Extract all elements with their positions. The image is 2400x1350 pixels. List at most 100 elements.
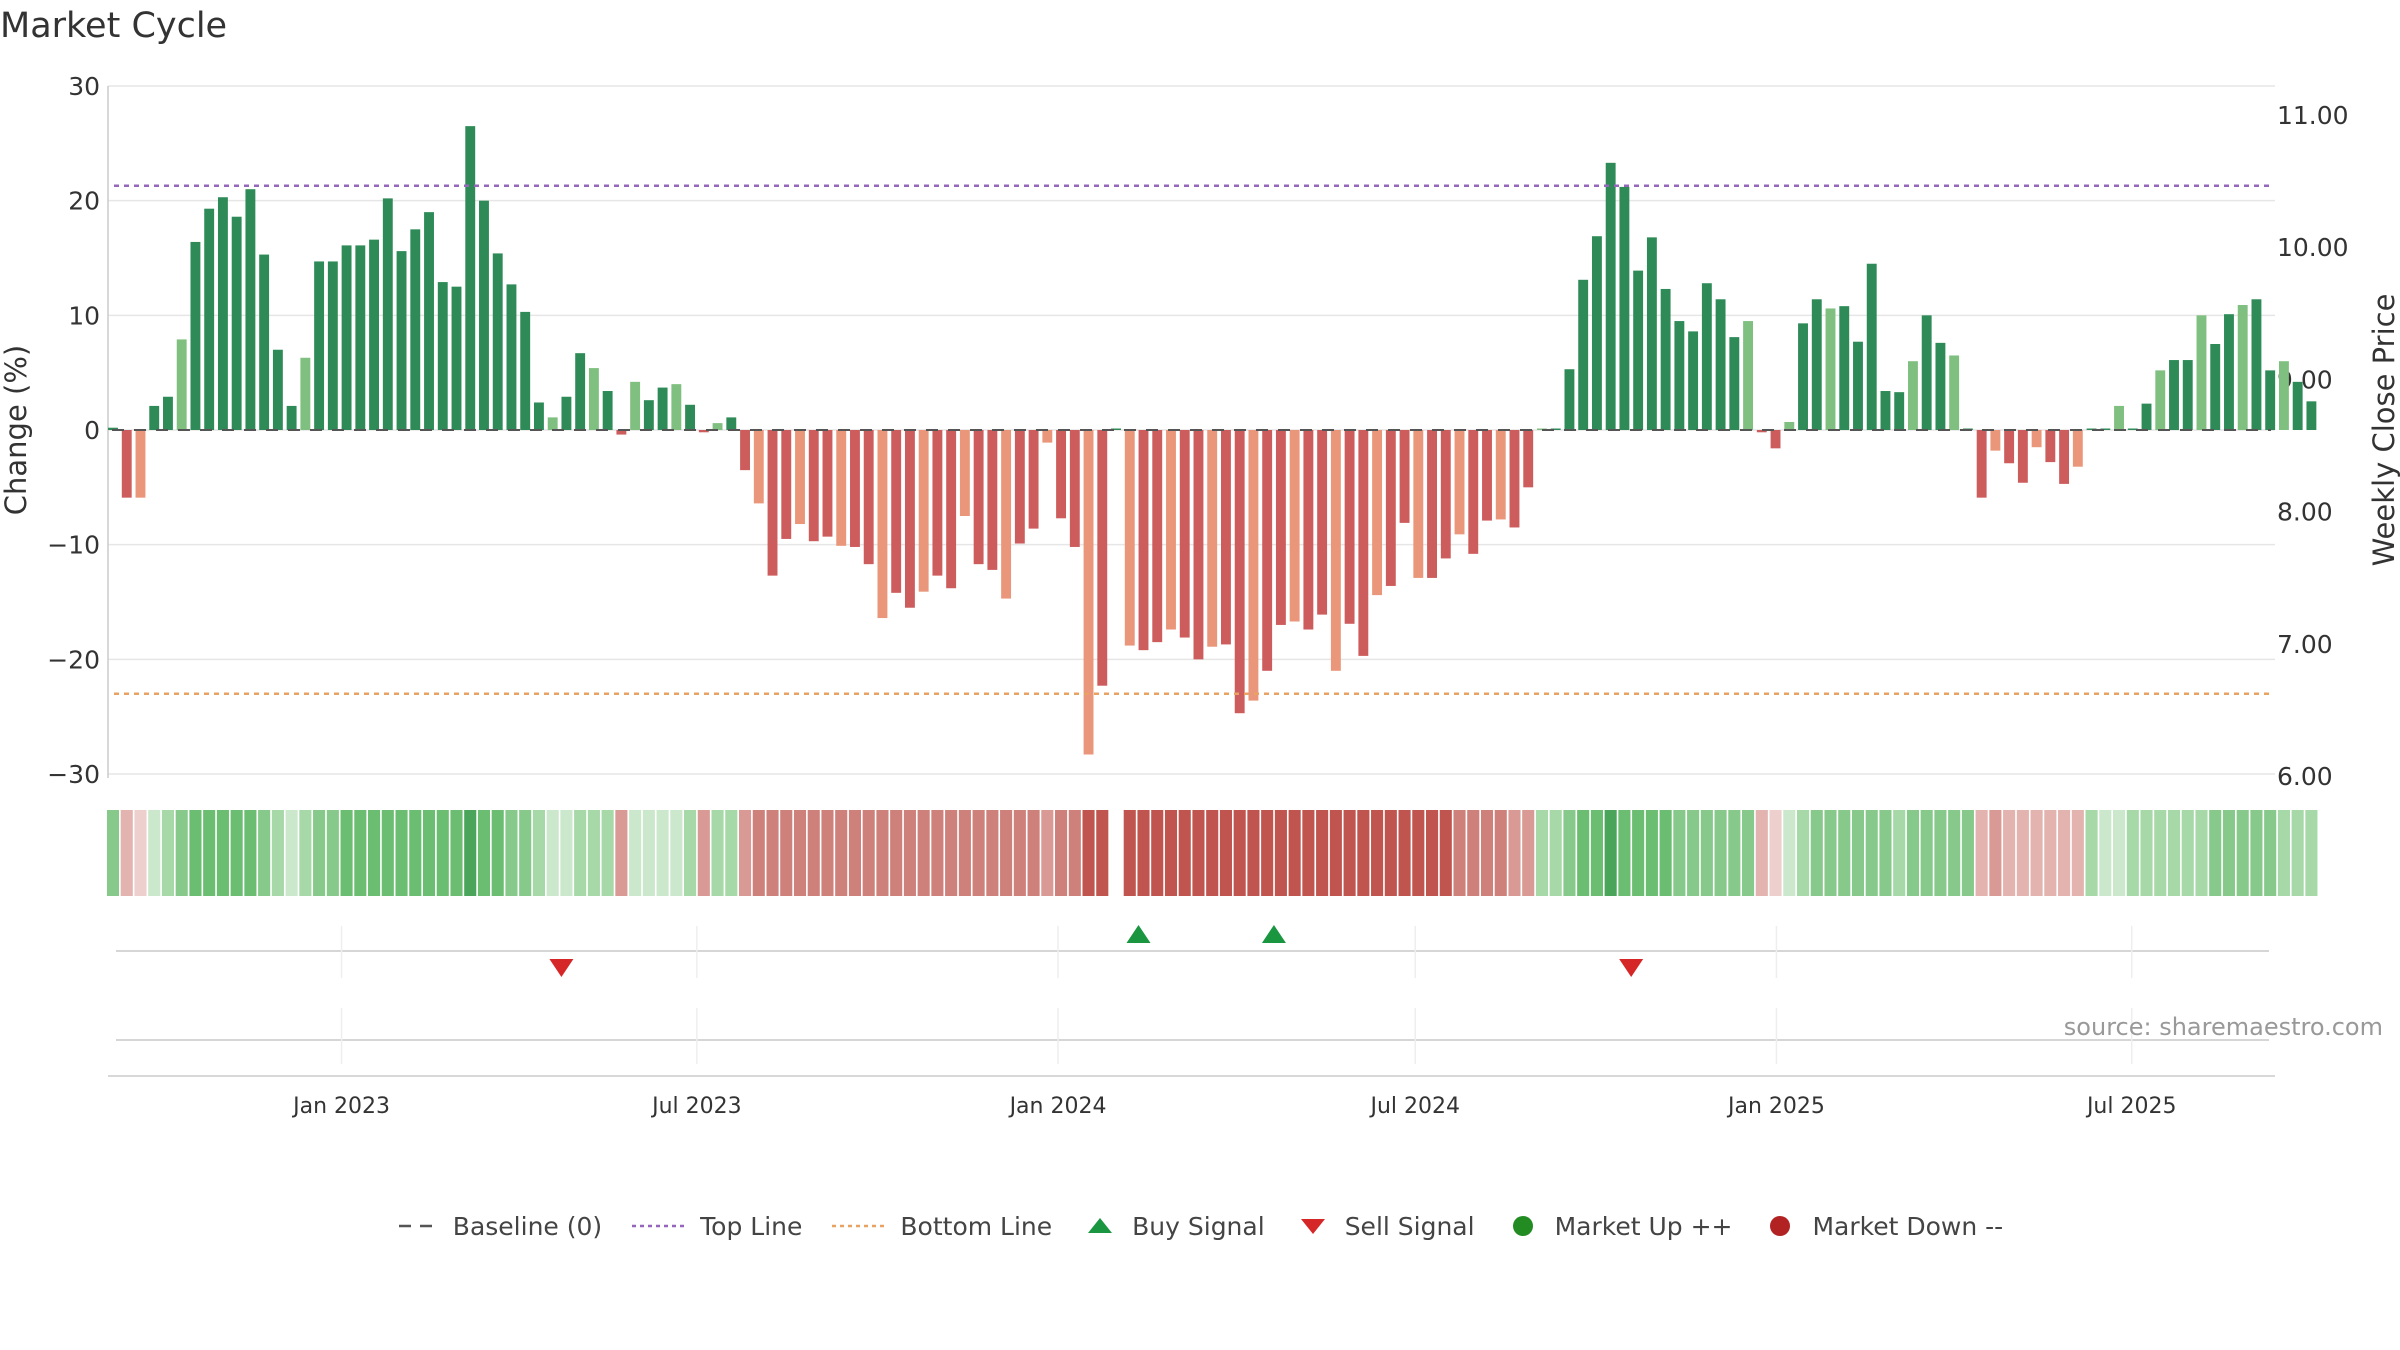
bar — [602, 391, 613, 430]
heat-cell — [1769, 810, 1782, 896]
legend-item[interactable]: Baseline (0) — [397, 1212, 602, 1241]
bar — [1399, 430, 1410, 523]
heat-cell — [299, 810, 312, 896]
heat-cell — [1590, 810, 1603, 896]
bar — [506, 284, 517, 430]
bar — [1894, 392, 1905, 430]
heat-cell — [422, 810, 436, 896]
bar — [1317, 430, 1328, 615]
green-dot-icon — [1512, 1216, 1533, 1236]
heat-cell — [1906, 810, 1919, 896]
heat-cell — [120, 810, 133, 896]
heat-cell — [2209, 810, 2222, 896]
heat-cell — [546, 810, 559, 896]
heat-cell — [697, 810, 710, 896]
legend-item[interactable]: Buy Signal — [1080, 1212, 1265, 1241]
heat-cell — [2071, 810, 2084, 896]
heat-cell — [1535, 810, 1549, 896]
heat-cell — [1000, 810, 1013, 896]
heat-cell — [2264, 810, 2277, 896]
bar — [1646, 237, 1657, 430]
heat-cell — [395, 810, 408, 896]
heat-cell — [1027, 810, 1040, 896]
heat-cell — [148, 810, 161, 896]
y2-tick-label: 11.00 — [2277, 101, 2349, 130]
legend-item[interactable]: Market Up ++ — [1503, 1212, 1732, 1241]
buy-signal-marker — [1261, 925, 1286, 943]
bar — [2045, 430, 2056, 463]
bar — [231, 216, 242, 430]
bar — [2278, 361, 2289, 430]
bar — [245, 189, 256, 430]
heat-cell — [2058, 810, 2071, 896]
bar — [698, 430, 709, 433]
heat-cell — [1055, 810, 1068, 896]
y2-tick-label: 6.00 — [2277, 762, 2333, 791]
heat-cell — [2305, 810, 2318, 896]
bar — [588, 368, 599, 430]
heat-cell — [230, 810, 243, 896]
heat-cell — [1975, 810, 1988, 896]
bar — [410, 229, 421, 430]
bar — [2237, 305, 2248, 430]
bar — [753, 430, 764, 504]
bar — [808, 430, 819, 542]
heat-cell — [134, 810, 147, 896]
heat-cell — [1838, 810, 1851, 896]
heat-cell — [560, 810, 573, 896]
bar — [1591, 236, 1602, 430]
bar — [946, 430, 957, 589]
heat-cell — [1068, 810, 1081, 896]
heat-cell — [2154, 810, 2167, 896]
bar — [2182, 360, 2193, 430]
legend-item[interactable]: Market Down -- — [1760, 1212, 2003, 1241]
red-triangle-down-icon — [1300, 1219, 1325, 1234]
legend-item[interactable]: Sell Signal — [1293, 1212, 1475, 1241]
heat-cell — [1178, 810, 1191, 896]
source-note: source: sharemaestro.com — [2063, 1013, 2383, 1041]
heat-cell — [642, 810, 655, 896]
heat-cell — [1893, 810, 1906, 896]
bar — [685, 404, 696, 430]
bar — [1330, 430, 1341, 671]
bar — [1770, 430, 1781, 449]
bar — [479, 200, 489, 430]
heat-cell — [821, 810, 834, 896]
heat-cell — [931, 810, 944, 896]
heat-cell — [1824, 810, 1837, 896]
heat-cell — [2291, 810, 2304, 896]
bar — [1193, 430, 1204, 660]
legend-item[interactable]: Top Line — [630, 1212, 802, 1241]
heat-cell — [2181, 810, 2194, 896]
bar — [2072, 430, 2083, 467]
bar — [1495, 430, 1506, 520]
heat-cell — [1164, 810, 1178, 896]
bar — [314, 261, 325, 430]
bar — [2100, 428, 2111, 430]
heat-cell — [1742, 810, 1755, 896]
heat-cell — [2167, 810, 2181, 896]
bar — [657, 387, 668, 430]
bar — [341, 245, 352, 430]
bar — [822, 430, 833, 537]
heat-cell — [1343, 810, 1356, 896]
bar — [382, 198, 393, 430]
bar — [863, 430, 874, 565]
purple-dotted-line-icon — [632, 1224, 687, 1228]
heat-cell — [2099, 810, 2112, 896]
bar — [877, 430, 888, 619]
bar — [1207, 430, 1218, 647]
heat-cell — [477, 810, 491, 896]
chart-title: Market Cycle — [0, 6, 228, 46]
heat-cell — [615, 810, 628, 896]
bar — [1138, 430, 1149, 651]
green-triangle-up-icon — [1088, 1218, 1113, 1233]
heat-cell — [1604, 810, 1617, 896]
heat-cell — [793, 810, 807, 896]
heat-cell — [780, 810, 793, 896]
heat-cell — [876, 810, 889, 896]
legend-item[interactable]: Bottom Line — [830, 1212, 1052, 1241]
bar — [1921, 315, 1932, 430]
heat-cell — [1206, 810, 1219, 896]
